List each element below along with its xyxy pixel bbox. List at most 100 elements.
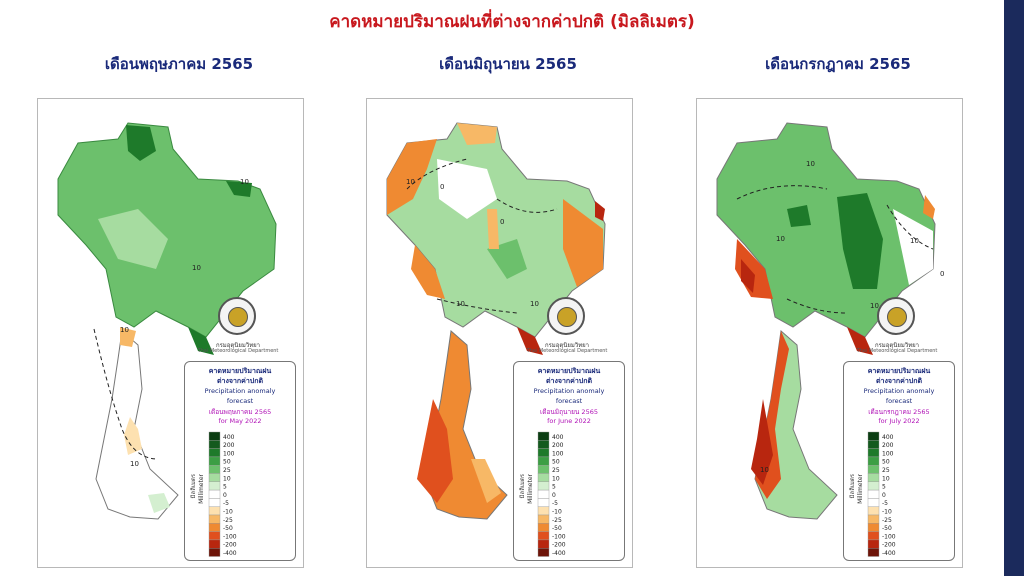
legend-swatch: [208, 456, 221, 466]
legend-swatch: [208, 514, 221, 524]
legend-swatch: [537, 489, 550, 499]
legend-swatch: [208, 440, 221, 449]
legend-value-label: -50: [223, 525, 233, 532]
legend-value-label: -50: [882, 525, 892, 532]
map-heading-june: เดือนมิถุนายน 2565: [439, 55, 577, 73]
contour-label: 10: [776, 235, 785, 243]
legend-value-label: 400: [882, 434, 894, 441]
legend-title-th-1: คาดหมายปริมาณฝน: [208, 367, 272, 375]
contour-label: 10: [192, 264, 201, 272]
right-edge-bar: [1004, 0, 1024, 576]
legend-value-label: 200: [552, 442, 564, 449]
legend-value-label: 0: [223, 492, 227, 499]
legend-month-th: เดือนพฤษภาคม 2565: [208, 408, 272, 416]
legend-swatch: [537, 448, 550, 458]
legend-value-label: 5: [223, 484, 227, 491]
legend-value-label: -400: [882, 550, 896, 557]
legend-value-label: -200: [223, 542, 237, 549]
legend-value-label: -200: [882, 542, 896, 549]
legend-swatch: [208, 431, 221, 441]
legend-title-th-1: คาดหมายปริมาณฝน: [867, 367, 931, 375]
legend-swatch: [537, 473, 550, 483]
contour-label: 10: [530, 300, 539, 308]
legend-value-label: 50: [552, 459, 560, 466]
legend-swatch: [208, 531, 221, 541]
legend-value-label: 100: [223, 450, 235, 457]
legend-value-label: -100: [223, 533, 237, 540]
legend-value-label: -200: [552, 542, 566, 549]
legend-swatch: [208, 448, 221, 458]
legend-swatch: [537, 456, 550, 466]
agency-name-en: Thai Meteorological Department: [526, 348, 608, 354]
legend-unit-en: Millimeter: [857, 474, 864, 504]
legend-value-label: 25: [552, 467, 560, 474]
legend-swatch: [537, 523, 550, 532]
legend-value-label: -5: [552, 500, 558, 507]
legend-swatch: [537, 498, 550, 507]
legend-swatch: [867, 481, 880, 491]
legend-value-label: 5: [882, 484, 886, 491]
legend-value-label: 5: [552, 484, 556, 491]
legend-value-label: -10: [882, 509, 892, 516]
legend-swatch: [867, 431, 880, 441]
legend-box-july: คาดหมายปริมาณฝน ต่างจากค่าปกติ Precipita…: [843, 361, 955, 561]
legend-title-en-1: Precipitation anomaly: [533, 387, 605, 395]
legend-value-label: -50: [552, 525, 562, 532]
map-panel-june: กรมอุตุนิยมวิทยา Thai Meteorological Dep…: [366, 98, 633, 568]
contour-label: 10: [406, 178, 415, 186]
contour-label: 10: [130, 460, 139, 468]
legend-title-en-2: forecast: [885, 397, 913, 405]
thailand-map-june: [386, 122, 606, 520]
legend-title-en-2: forecast: [555, 397, 583, 405]
legend-swatch: [208, 473, 221, 483]
legend-value-label: 200: [223, 442, 235, 449]
legend-swatch: [208, 506, 221, 516]
thailand-map-may: [57, 122, 277, 520]
tmd-seal-icon: [218, 297, 256, 335]
legend-swatch: [537, 531, 550, 541]
legend-swatch: [867, 440, 880, 449]
agency-name-th: กรมอุตุนิยมวิทยา: [215, 342, 261, 349]
tmd-seal-icon: [877, 297, 915, 335]
legend-value-label: -10: [552, 509, 562, 516]
legend-unit-en: Millimeter: [527, 474, 534, 504]
agency-name-th: กรมอุตุนิยมวิทยา: [544, 342, 590, 349]
legend-value-label: 10: [223, 475, 231, 482]
contour-label: 0: [940, 270, 945, 278]
thailand-map-july: [716, 122, 936, 520]
legend-title-th-1: คาดหมายปริมาณฝน: [537, 367, 601, 375]
legend-value-label: -100: [552, 533, 566, 540]
legend-swatch: [208, 523, 221, 532]
legend-swatch: [208, 489, 221, 499]
legend-swatch: [867, 531, 880, 541]
legend-value-label: 10: [552, 475, 560, 482]
legend-swatch: [867, 448, 880, 458]
legend-value-label: -25: [882, 517, 892, 524]
legend-value-label: 200: [882, 442, 894, 449]
legend-swatch: [537, 431, 550, 441]
legend-month-en: for May 2022: [218, 417, 262, 425]
contour-label: 10: [240, 178, 249, 186]
legend-swatch: [867, 473, 880, 483]
legend-swatch: [867, 489, 880, 499]
legend-swatch: [208, 498, 221, 507]
contour-label: 10: [870, 302, 879, 310]
legend-value-label: 50: [223, 459, 231, 466]
legend-swatch: [537, 440, 550, 449]
legend-value-label: 100: [882, 450, 894, 457]
legend-swatch: [208, 539, 221, 549]
legend-value-label: -400: [223, 550, 237, 557]
legend-month-th: เดือนมิถุนายน 2565: [540, 408, 598, 416]
legend-value-label: -5: [223, 500, 229, 507]
legend-value-label: -25: [223, 517, 233, 524]
legend-title-th-2: ต่างจากค่าปกติ: [216, 377, 263, 385]
legend-title-en-1: Precipitation anomaly: [863, 387, 935, 395]
legend-value-label: 10: [882, 475, 890, 482]
legend-title-en-1: Precipitation anomaly: [204, 387, 276, 395]
legend-value-label: 400: [552, 434, 564, 441]
legend-unit-en: Millimeter: [198, 474, 205, 504]
legend-value-label: -100: [882, 533, 896, 540]
